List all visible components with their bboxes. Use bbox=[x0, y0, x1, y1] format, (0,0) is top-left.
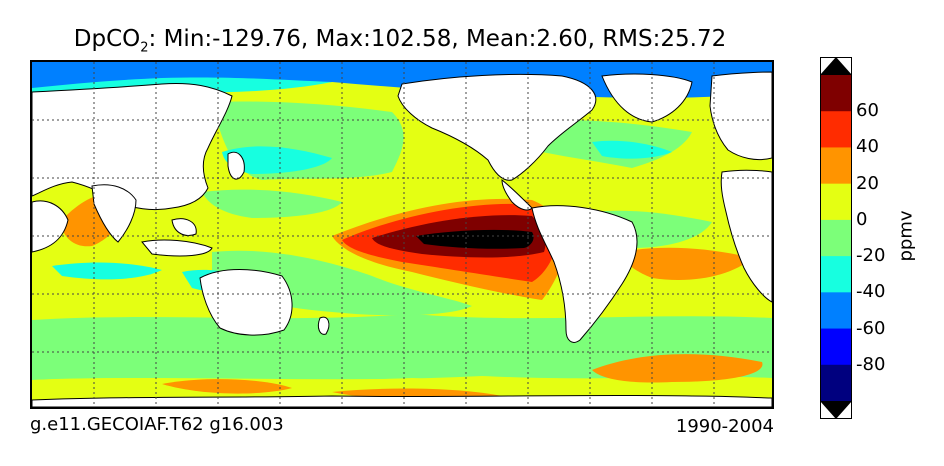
title-subscript: 2 bbox=[140, 40, 149, 56]
southern-orange-patch-1 bbox=[592, 354, 763, 383]
land-india bbox=[91, 184, 137, 243]
colorbar-segment bbox=[820, 219, 852, 257]
land-new-zealand bbox=[317, 316, 330, 335]
colorbar-segment bbox=[820, 364, 852, 402]
date-range-caption: 1990-2004 bbox=[675, 416, 774, 437]
colorbar-label: ppmv bbox=[895, 210, 917, 262]
map-title: DpCO2: Min:-129.76, Max:102.58, Mean:2.6… bbox=[0, 26, 800, 56]
north-pacific-cyan bbox=[222, 146, 332, 174]
gridlines bbox=[32, 62, 772, 407]
title-stats: : Min:-129.76, Max:102.58, Mean:2.60, RM… bbox=[148, 26, 727, 52]
land-africa bbox=[720, 169, 772, 303]
colorbar-segment bbox=[820, 183, 852, 221]
land-arabia bbox=[32, 200, 69, 253]
land-europe bbox=[709, 71, 772, 161]
colorbar-tick-label: 0 bbox=[856, 208, 868, 230]
indian-cyan bbox=[52, 262, 162, 280]
tropical-pacific-green bbox=[202, 189, 342, 218]
colorbar-bottom-arrow bbox=[820, 401, 852, 419]
land-south-america bbox=[531, 205, 638, 343]
land-japan bbox=[227, 151, 245, 180]
southern-orange-patch-2 bbox=[162, 379, 292, 394]
colorbar-tick-label: -20 bbox=[856, 245, 886, 267]
colorbar-segments bbox=[820, 57, 852, 419]
colorbar-tick-label: 40 bbox=[856, 136, 879, 158]
colorbar-segment bbox=[820, 75, 852, 112]
land-central-america bbox=[501, 178, 533, 211]
north-atlantic-cyan bbox=[592, 140, 672, 159]
land-borneo bbox=[171, 218, 197, 236]
colorbar-outline bbox=[820, 57, 852, 419]
land-australia bbox=[199, 269, 293, 336]
colorbar-segment bbox=[820, 147, 852, 185]
colorbar bbox=[820, 57, 852, 419]
land-north-america bbox=[397, 73, 597, 181]
colorbar-tick-label: 60 bbox=[856, 100, 879, 122]
colorbar-top-arrow bbox=[820, 57, 852, 75]
colorbar-tick-label: 20 bbox=[856, 172, 879, 194]
colorbar-tick-label: -60 bbox=[856, 317, 886, 339]
colorbar-segment bbox=[820, 256, 852, 293]
atlantic-orange bbox=[622, 247, 752, 280]
colorbar-segment bbox=[820, 111, 852, 148]
land-antarctica bbox=[32, 394, 772, 407]
colorbar-segment bbox=[820, 292, 852, 330]
title-variable: DpCO bbox=[73, 26, 141, 52]
map-frame bbox=[30, 60, 774, 409]
colorbar-tick-label: -80 bbox=[856, 353, 886, 375]
colorbar-segment bbox=[820, 328, 852, 366]
upwelling-black bbox=[416, 229, 534, 249]
model-run-caption: g.e11.GECOIAF.T62 g16.003 bbox=[30, 414, 284, 435]
land-greenland bbox=[601, 73, 693, 123]
colorbar-tick-label: -40 bbox=[856, 281, 886, 303]
land-indonesia bbox=[141, 239, 213, 257]
dpco2-map bbox=[32, 62, 772, 407]
